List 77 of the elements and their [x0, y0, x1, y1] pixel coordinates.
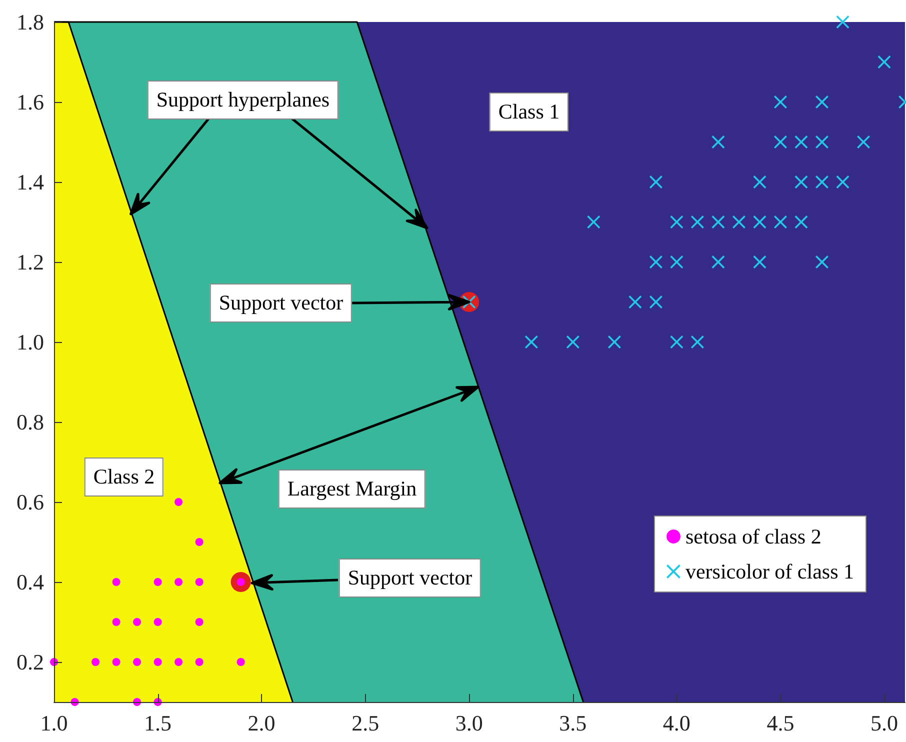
point: [628, 296, 642, 308]
point: [154, 658, 162, 666]
x-tick-label: 3.0: [455, 710, 483, 736]
point: [195, 658, 204, 666]
point: [753, 256, 766, 268]
point: [154, 578, 162, 586]
y-tick-label: 0.4: [16, 570, 44, 594]
point: [112, 578, 120, 586]
point: [670, 216, 684, 228]
y-tick-label: 0.2: [16, 650, 44, 674]
point: [649, 176, 662, 188]
point: [133, 618, 142, 626]
point: [712, 136, 725, 148]
point: [794, 176, 808, 188]
point: [670, 256, 684, 268]
x-tick-label: 4.5: [766, 710, 794, 736]
y-tick-label: 1.0: [16, 330, 44, 354]
y-tick-label: 1.2: [16, 250, 44, 274]
annotation: Support hyperplanes: [147, 80, 339, 120]
x-tick-label: 1.0: [40, 710, 68, 736]
point: [649, 256, 662, 268]
point: [774, 136, 787, 148]
point: [815, 176, 828, 188]
point: [649, 296, 662, 308]
point: [195, 538, 204, 546]
annotation: Support vector: [210, 284, 352, 322]
point: [712, 256, 725, 268]
point: [112, 658, 120, 666]
point: [112, 618, 120, 626]
point: [712, 216, 725, 228]
x-tick-label: 2.0: [248, 710, 276, 736]
point: [732, 216, 746, 228]
point: [794, 216, 808, 228]
point: [154, 618, 162, 626]
point: [774, 216, 787, 228]
x-tick-label: 4.0: [662, 710, 690, 736]
x-tick-label: 1.5: [144, 710, 172, 736]
legend-label: setosa of class 2: [685, 524, 822, 548]
y-tick-label: 1.8: [16, 10, 44, 34]
annotation: Class 1: [489, 92, 569, 132]
point: [815, 96, 828, 108]
point: [836, 176, 850, 188]
x-tick-label: 3.5: [559, 710, 587, 736]
legend-label: versicolor of class 1: [685, 560, 854, 584]
y-tick-label: 1.6: [16, 90, 44, 114]
point: [670, 336, 684, 348]
point: [690, 216, 704, 228]
point: [836, 16, 850, 28]
annotation: Class 2: [84, 458, 164, 496]
point: [815, 256, 828, 268]
x-tick-label: 2.5: [352, 710, 380, 736]
point: [195, 618, 204, 626]
point: [774, 96, 787, 108]
y-tick-label: 0.6: [16, 490, 44, 514]
point: [174, 498, 183, 506]
point: [524, 336, 538, 348]
point: [566, 336, 580, 348]
point: [794, 136, 808, 148]
point: [608, 336, 621, 348]
annotation: Support vector: [338, 558, 482, 598]
point: [753, 216, 766, 228]
x-tick-label: 5.0: [870, 710, 898, 736]
point: [236, 658, 245, 666]
y-tick-label: 1.4: [16, 170, 44, 194]
point: [133, 658, 142, 666]
point: [815, 136, 828, 148]
point: [856, 136, 870, 148]
point: [195, 578, 204, 586]
point: [753, 176, 766, 188]
point: [587, 216, 600, 228]
point: [174, 578, 183, 586]
point: [690, 336, 704, 348]
point: [878, 56, 891, 68]
y-tick-label: 0.8: [16, 410, 44, 434]
point: [92, 658, 100, 666]
point: [174, 658, 183, 666]
annotation: Largest Margin: [278, 470, 426, 508]
